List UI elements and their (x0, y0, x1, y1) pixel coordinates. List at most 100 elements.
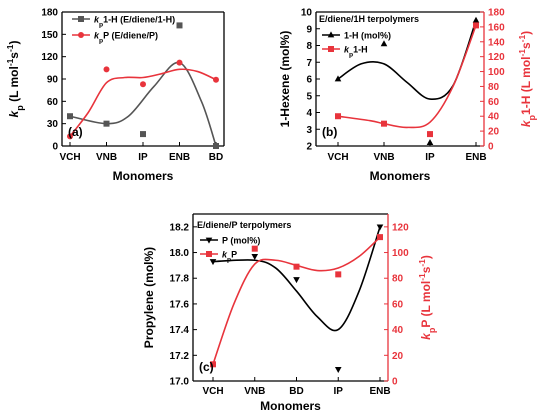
x-tick-label: ENB (465, 152, 486, 163)
y-tick-label: 120 (41, 52, 58, 63)
data-point (427, 131, 433, 138)
data-point (67, 133, 73, 140)
x-tick-label: VNB (96, 152, 117, 163)
x-tick-label: ENB (369, 386, 390, 397)
series-1 (209, 224, 384, 374)
y2-tick-label: 60 (392, 299, 404, 310)
panel-letter: (c) (199, 360, 214, 374)
y-tick-label: 17.6 (170, 299, 190, 310)
y-tick-label: 60 (47, 97, 59, 108)
y-tick-label: 8 (306, 41, 312, 52)
y2-tick-label: 160 (488, 22, 505, 33)
series-curve (69, 68, 217, 137)
data-point (251, 245, 258, 252)
data-point (293, 263, 300, 270)
x-axis-label: Monomers (113, 169, 174, 183)
data-point (209, 259, 217, 266)
y-axis-label: kp (L mol-1s-1) (5, 41, 25, 118)
y2-tick-label: 60 (488, 97, 500, 108)
data-point (334, 367, 342, 374)
panel-letter: (b) (322, 125, 337, 139)
data-point (176, 22, 183, 29)
data-point (140, 81, 146, 88)
data-point (472, 16, 480, 23)
x-tick-label: VNB (373, 152, 394, 163)
x-tick-label: IP (138, 152, 148, 163)
chart-title: E/diene/P terpolymers (197, 220, 291, 230)
x-tick-label: VCH (327, 152, 348, 163)
x-axis-label: Monomers (260, 399, 321, 413)
y-tick-label: 10 (301, 8, 313, 19)
data-point (426, 139, 434, 146)
y-tick-label: 18.0 (170, 248, 190, 259)
y-tick-label: 17.2 (170, 351, 190, 362)
y2-tick-label: 180 (488, 8, 505, 19)
data-point (377, 234, 383, 241)
data-point (176, 59, 183, 66)
legend-entry: kp1-H (E/diene/1-H) (72, 15, 175, 28)
data-point (376, 224, 384, 231)
y-tick-label: 17.0 (170, 377, 190, 388)
y-tick-label: 150 (41, 30, 58, 41)
y-axis-label: Propylene (mol%) (142, 247, 156, 348)
data-point (381, 120, 387, 127)
y2-tick-label: 0 (488, 142, 494, 153)
series-2 (67, 59, 219, 140)
y-tick-label: 17.4 (170, 325, 190, 336)
data-point (213, 76, 219, 83)
y-axis-label: 1-Hexene (mol%) (278, 31, 292, 128)
y2-tick-label: 80 (392, 274, 404, 285)
legend-label: kpP (E/diene/P) (94, 31, 158, 45)
data-point (251, 253, 259, 260)
legend-label: 1-H (mol%) (344, 31, 391, 41)
data-point (380, 40, 388, 47)
data-point (103, 120, 110, 127)
series-curve (337, 25, 477, 129)
series-curve (212, 226, 381, 332)
panel-letter: (a) (68, 125, 83, 139)
y2-tick-label: 100 (392, 248, 409, 259)
chart-title: E/diene/1H terpolymers (319, 14, 419, 24)
y2-axis-label: kpP (L mol-1s-1) (417, 255, 437, 340)
y2-tick-label: 100 (488, 67, 505, 78)
y-tick-label: 90 (47, 75, 59, 86)
y-tick-label: 7 (306, 58, 312, 69)
y-tick-label: 4 (306, 108, 312, 119)
x-tick-label: IP (425, 152, 435, 163)
y-tick-label: 3 (306, 125, 312, 136)
y2-tick-label: 20 (392, 351, 404, 362)
y2-tick-label: 20 (488, 127, 500, 138)
y2-tick-label: 140 (488, 37, 505, 48)
legend-entry: kpP (200, 250, 237, 263)
legend-entry: kp1-H (322, 45, 368, 59)
series-2 (210, 234, 383, 368)
legend-swatch-marker (78, 16, 84, 22)
x-tick-label: VCH (59, 152, 80, 163)
data-point (140, 131, 146, 138)
data-point (213, 143, 219, 149)
y-tick-label: 0 (52, 142, 58, 153)
x-tick-label: VCH (202, 386, 223, 397)
data-point (334, 75, 342, 82)
y-tick-label: 30 (47, 119, 59, 130)
y-tick-label: 6 (306, 75, 312, 86)
x-tick-label: BD (289, 386, 303, 397)
legend-label: kp1-H (344, 45, 368, 59)
chart-panel-3: 17.0 17.2 17.4 17.6 17.8 18.0 18.2 0 20 40 60 80 100… (142, 213, 437, 413)
legend-entry: kpP (E/diene/P) (72, 31, 158, 45)
x-axis-label: Monomers (370, 169, 431, 183)
y2-tick-label: 0 (392, 377, 398, 388)
data-point (67, 113, 73, 120)
y-tick-label: 9 (306, 24, 312, 35)
y2-tick-label: 80 (488, 82, 500, 93)
y2-tick-label: 40 (392, 325, 404, 336)
y-tick-label: 17.8 (170, 274, 190, 285)
y-tick-label: 5 (306, 91, 312, 102)
x-tick-label: IP (334, 386, 344, 397)
legend-label: P (mol%) (222, 236, 260, 246)
series-1 (67, 22, 219, 149)
legend-swatch-marker (78, 32, 84, 38)
data-point (335, 271, 342, 278)
